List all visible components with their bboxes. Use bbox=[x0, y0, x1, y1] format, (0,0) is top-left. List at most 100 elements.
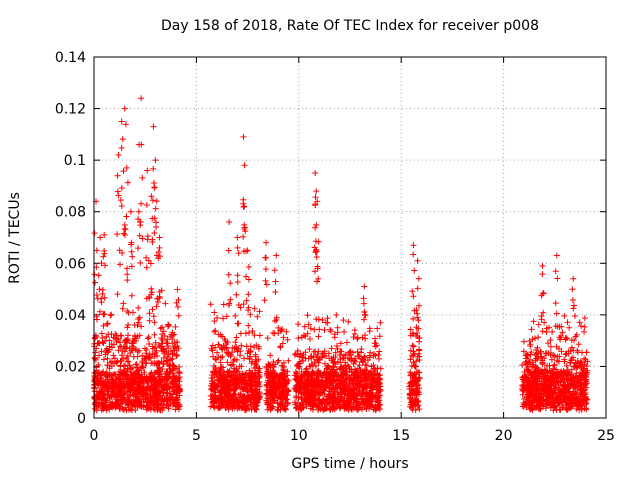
data-point bbox=[297, 350, 304, 357]
data-point bbox=[173, 339, 180, 346]
data-point bbox=[135, 391, 142, 398]
data-point bbox=[416, 302, 423, 309]
data-point bbox=[526, 394, 533, 401]
data-point bbox=[161, 348, 168, 355]
data-point bbox=[233, 334, 240, 341]
data-point bbox=[261, 297, 268, 304]
data-point bbox=[137, 379, 144, 386]
data-point bbox=[577, 398, 584, 405]
data-point bbox=[234, 348, 241, 355]
data-point bbox=[131, 402, 138, 409]
data-point bbox=[342, 362, 349, 369]
data-point bbox=[113, 359, 120, 366]
data-point bbox=[310, 394, 317, 401]
data-point bbox=[246, 355, 253, 362]
data-point bbox=[329, 404, 336, 411]
data-point bbox=[219, 400, 226, 407]
data-point bbox=[544, 394, 551, 401]
data-point bbox=[300, 404, 307, 411]
data-point bbox=[313, 221, 320, 228]
data-point bbox=[535, 334, 542, 341]
data-point bbox=[279, 372, 286, 379]
data-point bbox=[277, 343, 284, 350]
data-point bbox=[155, 249, 162, 256]
data-point bbox=[351, 390, 358, 397]
data-point bbox=[137, 259, 144, 266]
data-point bbox=[220, 342, 227, 349]
data-point bbox=[278, 327, 285, 334]
data-point bbox=[134, 322, 141, 329]
data-point bbox=[248, 383, 255, 390]
data-point bbox=[407, 347, 414, 354]
data-point bbox=[123, 354, 130, 361]
data-point bbox=[533, 395, 540, 402]
data-point bbox=[135, 315, 142, 322]
data-point bbox=[324, 397, 331, 404]
data-point bbox=[523, 355, 530, 362]
data-point bbox=[321, 360, 328, 367]
data-point bbox=[563, 350, 570, 357]
data-point bbox=[155, 341, 162, 348]
data-point bbox=[533, 355, 540, 362]
data-point bbox=[364, 376, 371, 383]
data-point bbox=[139, 352, 146, 359]
data-point bbox=[333, 384, 340, 391]
data-point bbox=[408, 397, 415, 404]
data-point bbox=[572, 394, 579, 401]
data-point bbox=[156, 244, 163, 251]
data-point bbox=[143, 350, 150, 357]
data-point bbox=[537, 393, 544, 400]
data-point bbox=[171, 401, 178, 408]
data-point bbox=[220, 301, 227, 308]
data-point bbox=[114, 291, 121, 298]
data-point bbox=[415, 369, 422, 376]
data-point bbox=[138, 95, 145, 102]
data-point bbox=[146, 341, 153, 348]
data-point bbox=[227, 296, 234, 303]
data-point bbox=[243, 297, 250, 304]
data-point bbox=[279, 340, 286, 347]
data-point bbox=[104, 320, 111, 327]
data-point bbox=[583, 376, 590, 383]
data-point bbox=[231, 405, 238, 412]
data-point bbox=[147, 355, 154, 362]
data-point bbox=[349, 404, 356, 411]
data-point bbox=[250, 391, 257, 398]
data-point bbox=[211, 318, 218, 325]
data-point bbox=[584, 358, 591, 365]
data-point bbox=[526, 368, 533, 375]
data-point bbox=[233, 291, 240, 298]
data-point bbox=[361, 370, 368, 377]
data-point bbox=[553, 384, 560, 391]
data-point bbox=[103, 373, 110, 380]
data-point bbox=[581, 405, 588, 412]
data-point bbox=[223, 345, 230, 352]
data-point bbox=[130, 309, 136, 316]
data-point bbox=[98, 330, 105, 337]
data-point bbox=[175, 312, 182, 319]
data-point bbox=[522, 352, 529, 359]
data-point bbox=[337, 394, 344, 401]
data-point bbox=[523, 389, 530, 396]
data-point bbox=[143, 202, 150, 209]
chart-title: Day 158 of 2018, Rate Of TEC Index for r… bbox=[161, 18, 539, 34]
data-point bbox=[311, 384, 318, 391]
data-point bbox=[553, 375, 560, 382]
data-point bbox=[139, 174, 146, 181]
data-point bbox=[139, 386, 146, 393]
data-point bbox=[208, 378, 215, 385]
data-point bbox=[523, 404, 530, 411]
data-point bbox=[135, 245, 142, 252]
data-point bbox=[313, 402, 320, 409]
data-point bbox=[240, 233, 247, 240]
data-point bbox=[351, 330, 358, 337]
data-point bbox=[561, 356, 568, 363]
data-point bbox=[211, 309, 218, 316]
data-point bbox=[534, 344, 541, 351]
data-point bbox=[153, 303, 160, 310]
data-point bbox=[100, 322, 107, 329]
data-point bbox=[324, 315, 331, 322]
data-point bbox=[144, 399, 151, 406]
data-point bbox=[115, 347, 122, 354]
x-tick-label: 10 bbox=[290, 428, 308, 444]
